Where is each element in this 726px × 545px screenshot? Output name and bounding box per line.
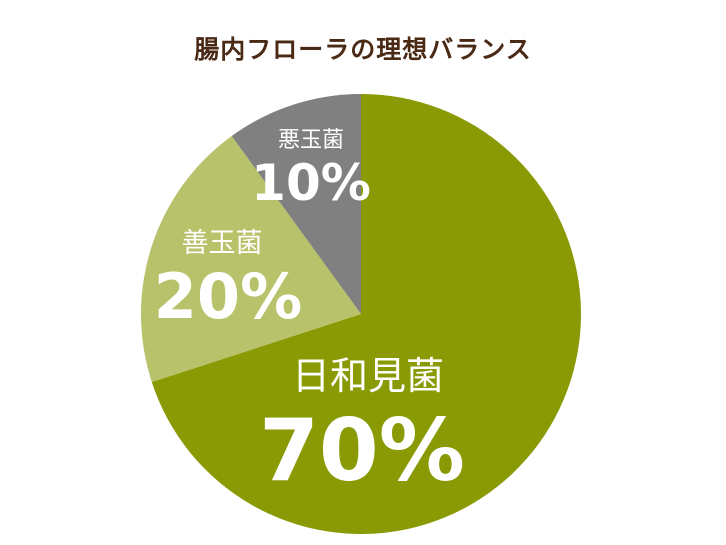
slice-label-akudama-kin: 悪玉菌 — [278, 128, 344, 153]
pie-slice-zendama-kin — [141, 136, 361, 382]
chart-title: 腸内フローラの理想バランス — [194, 35, 532, 64]
pie-slice-akudama-kin — [231, 94, 361, 314]
slice-value-nichiwa-kin: 70% — [259, 401, 465, 501]
pie-slice-nichiwa-kin — [151, 94, 581, 534]
slice-label-zendama-kin: 善玉菌 — [182, 228, 263, 259]
pie-slices — [141, 94, 581, 534]
slice-label-nichiwa-kin: 日和見菌 — [292, 354, 444, 398]
slice-value-akudama-kin: 10% — [251, 154, 371, 212]
slice-value-zendama-kin: 20% — [154, 260, 302, 333]
